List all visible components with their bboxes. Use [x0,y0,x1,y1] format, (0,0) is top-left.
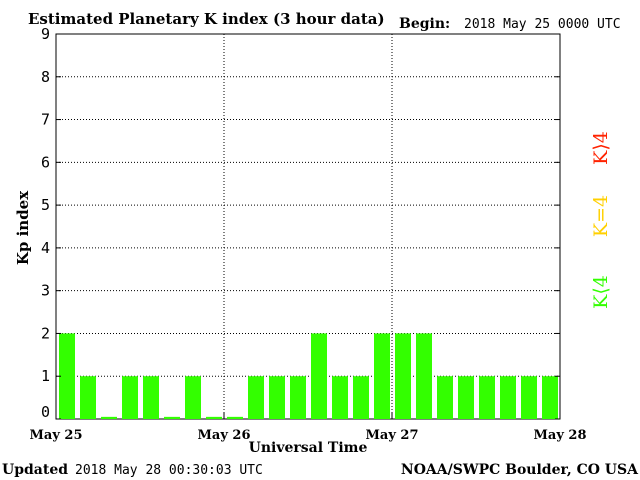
updated-value: 2018 May 28 00:30:03 UTC [75,463,263,478]
kp-bar [374,333,390,419]
y-tick-label: 2 [41,324,50,342]
begin-value: 2018 May 25 0000 UTC [464,17,621,32]
chart-title: Estimated Planetary K index (3 hour data… [28,10,385,28]
kp-bar [185,376,201,419]
x-tick-label: May 26 [198,428,251,443]
legend-high-kp: K⟩4 [590,131,612,165]
legend: K⟩4 K=4 K⟨4 [590,131,612,309]
begin-label: Begin: [399,16,450,32]
y-axis-ticks: 0 1 2 3 4 5 6 7 8 9 [41,25,560,421]
kp-bar [122,376,138,419]
y-tick-label: 6 [41,153,50,171]
legend-kp-equal-4: K=4 [590,195,612,237]
kp-bar [269,376,285,419]
kp-bar [521,376,537,419]
x-tick-label: May 28 [534,428,587,443]
y-axis-label: Kp index [14,190,32,265]
source-credit: NOAA/SWPC Boulder, CO USA [401,462,639,478]
y-tick-label: 7 [41,111,50,129]
kp-bar [101,416,117,419]
kp-bar [416,333,432,419]
kp-bar [332,376,348,419]
x-tick-label: May 27 [366,428,419,443]
kp-bar [290,376,306,419]
y-tick-label: 8 [41,68,50,86]
y-tick-label: 1 [41,367,50,385]
kp-bar [80,376,96,419]
y-tick-label: 0 [41,403,50,421]
kp-bar [206,416,222,419]
kp-bar [248,376,264,419]
kp-bar [143,376,159,419]
kp-bar [395,333,411,419]
kp-bar [437,376,453,419]
kp-bar [542,376,558,419]
y-tick-label: 4 [41,239,50,257]
x-axis-ticks: May 25 May 26 May 27 May 28 [30,413,587,443]
kp-bar [59,333,75,419]
x-axis-label: Universal Time [249,440,368,456]
kp-bar [164,416,180,419]
kp-bar [311,333,327,419]
bars [59,333,558,419]
kp-bar [458,376,474,419]
y-tick-label: 9 [41,25,50,43]
legend-low-kp: K⟨4 [590,275,612,309]
kp-bar [353,376,369,419]
kp-bar [227,416,243,419]
updated-label: Updated [2,462,68,478]
x-tick-label: May 25 [30,428,83,443]
grid-lines [56,34,560,419]
plot-frame [55,33,561,420]
y-tick-label: 3 [41,282,50,300]
kp-bar [500,376,516,419]
y-tick-label: 5 [41,196,50,214]
kp-bar [479,376,495,419]
